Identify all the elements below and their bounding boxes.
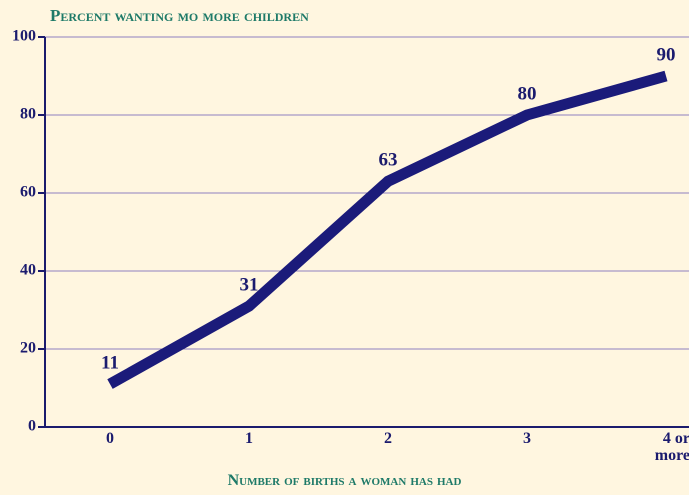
y-tick-label: 80 bbox=[20, 106, 36, 123]
y-tick-label: 20 bbox=[20, 340, 36, 357]
x-tick-label: 0 bbox=[106, 430, 114, 447]
y-tick-label: 100 bbox=[12, 28, 36, 45]
x-tick-label: 4 or more bbox=[654, 430, 689, 464]
x-axis-label: Number of births a woman has had bbox=[227, 472, 462, 489]
line bbox=[107, 70, 668, 389]
y-tick-label: 40 bbox=[20, 262, 36, 279]
y-tick-label: 60 bbox=[20, 184, 36, 201]
x-tick-label: 1 bbox=[245, 430, 253, 447]
y-tick-label: 0 bbox=[28, 418, 36, 435]
data-label: 31 bbox=[240, 274, 259, 295]
data-label: 63 bbox=[379, 150, 398, 171]
data-label: 90 bbox=[657, 44, 676, 65]
data-label: 11 bbox=[101, 352, 119, 373]
x-tick-label: 3 bbox=[523, 430, 531, 447]
x-tick-label: 2 bbox=[384, 430, 392, 447]
chart-title: Percent wanting mo more children bbox=[50, 6, 309, 25]
data-label: 80 bbox=[518, 83, 537, 104]
